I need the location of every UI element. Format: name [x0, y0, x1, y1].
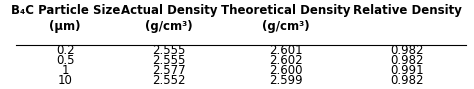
- Text: 1: 1: [62, 64, 69, 77]
- Text: 2.602: 2.602: [269, 54, 302, 67]
- Text: Actual Density
(g/cm³): Actual Density (g/cm³): [120, 4, 217, 33]
- Text: 0.2: 0.2: [56, 44, 74, 57]
- Text: 2.601: 2.601: [269, 44, 302, 57]
- Text: 2.555: 2.555: [152, 54, 185, 67]
- Text: Theoretical Density
(g/cm³): Theoretical Density (g/cm³): [221, 4, 351, 33]
- Text: 0.991: 0.991: [391, 64, 424, 77]
- Text: 2.555: 2.555: [152, 44, 185, 57]
- Text: 2.577: 2.577: [152, 64, 185, 77]
- Text: 2.600: 2.600: [269, 64, 302, 77]
- Text: 2.599: 2.599: [269, 74, 302, 87]
- Text: 0.982: 0.982: [391, 44, 424, 57]
- Text: 2.552: 2.552: [152, 74, 185, 87]
- Text: 0.982: 0.982: [391, 74, 424, 87]
- Text: 10: 10: [58, 74, 73, 87]
- Text: Relative Density: Relative Density: [353, 4, 462, 17]
- Text: B₄C Particle Size
(μm): B₄C Particle Size (μm): [10, 4, 120, 33]
- Text: 0.982: 0.982: [391, 54, 424, 67]
- Text: 0.5: 0.5: [56, 54, 74, 67]
